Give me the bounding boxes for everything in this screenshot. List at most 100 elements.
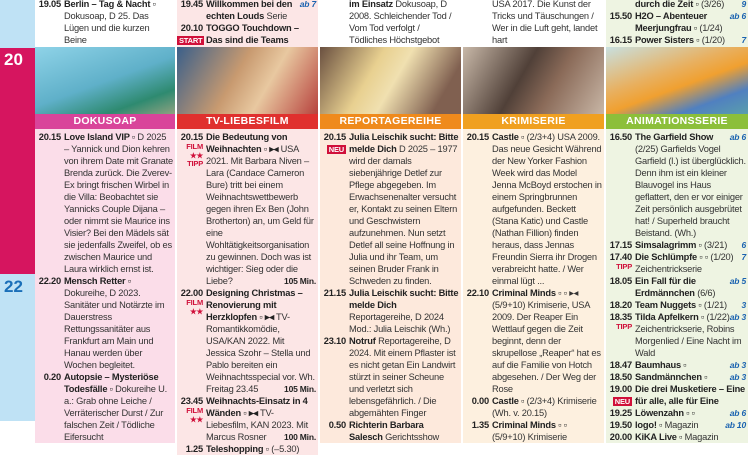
- program-time: 18.20: [606, 299, 635, 311]
- program-title[interactable]: Autopsie – Mysteriöse Todesfälle ▫: [64, 372, 159, 394]
- program-entry[interactable]: 20.15 FILM ★★ TIPP Die Bedeutung von Weihn…: [177, 131, 316, 287]
- program-title[interactable]: Ein Fall für die Erdmännchen: [635, 276, 696, 298]
- program-entry[interactable]: 0.00 Castle ▫ (2/3+4) Krimiserie (Wh. v. …: [463, 395, 602, 419]
- program-body: Autopsie – Mysteriöse Todesfälle ▫ Dokur…: [64, 371, 173, 443]
- program-entry[interactable]: 18.35 TIPP ab 3 Tilda Apfelkern ▫ (1/22) Ze…: [606, 311, 746, 359]
- program-time: 17.40 TIPP: [606, 251, 635, 275]
- program-photo: KRIMISERIE: [463, 47, 604, 129]
- hour-strip-top: [0, 0, 35, 48]
- age-rating: ab 3: [729, 372, 746, 382]
- program-body: ab 7 Willkommen bei den echten Louds Seri…: [206, 0, 316, 22]
- program-title[interactable]: Julia Leischik sucht: Bitte melde Dich: [349, 132, 459, 154]
- age-rating: ab 3: [729, 360, 746, 370]
- program-entry[interactable]: 21.15 Julia Leischik sucht: Bitte melde D…: [320, 287, 459, 335]
- program-entry[interactable]: 1.25 Teleshopping ▫ (–5.30): [177, 443, 316, 455]
- previous-listings: 19.45 ab 7 Willkommen bei den echten Louds…: [177, 0, 318, 47]
- program-entry[interactable]: 19.05 Berlin – Tag & Nacht ▫ Dokusoap, D …: [35, 0, 173, 46]
- program-entry[interactable]: 0.20 Autopsie – Mysteriöse Todesfälle ▫ D…: [35, 371, 173, 443]
- category-label: DOKUSOAP: [35, 114, 175, 129]
- program-entry[interactable]: 19.00 NEU Die drei Musketiere – Eine für a…: [606, 383, 746, 407]
- program-entry[interactable]: 23.45 FILM ★★ Weihnachts-Einsatz in 4 Wänd…: [177, 395, 316, 443]
- program-time: 23.10: [320, 335, 349, 419]
- program-title[interactable]: Berlin – Tag & Nacht ▫: [64, 0, 156, 9]
- program-entry[interactable]: 18.50 ab 3 Sandmännchen ▫: [606, 371, 746, 383]
- program-title[interactable]: Designing Christmas – Renovierung mit He…: [206, 288, 303, 322]
- program-title[interactable]: Die Bedeutung von Weihnachten ▫ ▸◂: [206, 132, 288, 154]
- program-entry[interactable]: 22.20 Mensch Retter ▫ Dokureihe, D 2023. …: [35, 275, 173, 371]
- program-description: (1/22) Zeichentrickserie, Robins Morgenl…: [635, 312, 742, 358]
- program-title[interactable]: Willkommen bei den echten Louds: [206, 0, 293, 21]
- program-description: (1/24): [699, 23, 723, 33]
- program-entry[interactable]: 22.00 FILM ★★ Designing Christmas – Renovi…: [177, 287, 316, 395]
- program-entry[interactable]: 16.15 7 Power Sisters ▫ (1/20): [606, 34, 746, 46]
- program-list: 20.15 Love Island VIP ▫ D 2025 – Yannick …: [35, 129, 175, 443]
- program-title[interactable]: Team Nuggets ▫: [635, 300, 702, 310]
- program-title[interactable]: Tilda Apfelkern ▫: [635, 312, 705, 322]
- program-entry[interactable]: 23.10 Notruf Reportagereihe, D 2024. Mit …: [320, 335, 459, 419]
- time-text: 22.00: [180, 288, 203, 298]
- program-title[interactable]: Simsalagrimm ▫: [635, 240, 702, 250]
- program-title[interactable]: H2O – Abenteuer Meerjungfrau ▫: [635, 11, 708, 33]
- program-entry[interactable]: 16.50 ab 6 The Garfield Show (2/25) Garfie…: [606, 131, 746, 239]
- program-title[interactable]: Baumhaus ▫: [635, 360, 687, 370]
- program-time: 20.15: [35, 131, 64, 275]
- program-entry[interactable]: 18.20 3 Team Nuggets ▫ (1/21): [606, 299, 746, 311]
- program-title[interactable]: Power Sisters ▫: [635, 35, 700, 45]
- program-time: 20.10 START: [177, 22, 206, 46]
- program-title[interactable]: Julia Leischik sucht: Bitte melde Dich: [349, 288, 459, 310]
- program-entry[interactable]: 20.15 Castle ▫ (2/3+4) USA 2009. Das neue…: [463, 131, 602, 287]
- program-title[interactable]: Mensch Retter ▫: [64, 276, 131, 286]
- program-list: 20.15 Castle ▫ (2/3+4) USA 2009. Das neue…: [463, 129, 604, 443]
- program-entry[interactable]: 19.25 ab 6 Löwenzahn ▫ ▫: [606, 407, 746, 419]
- category-label: REPORTAGEREIHE: [320, 114, 461, 129]
- program-title[interactable]: Castle ▫: [492, 132, 525, 142]
- program-body: Castle ▫ (2/3+4) Krimiserie (Wh. v. 20.1…: [492, 395, 602, 419]
- program-time: 1.25: [177, 443, 206, 455]
- program-title[interactable]: The Garfield Show: [635, 132, 714, 142]
- program-entry[interactable]: 20.15 Love Island VIP ▫ D 2025 – Yannick …: [35, 131, 173, 275]
- program-entry[interactable]: 20.10 START TOGGO Touchdown – Das sind die…: [177, 22, 316, 46]
- program-entry[interactable]: 17.15 6 Simsalagrimm ▫ (3/21): [606, 239, 746, 251]
- time-text: 20.00: [609, 432, 632, 442]
- program-entry[interactable]: im Einsatz Dokusoap, D 2008. Schleichend…: [320, 0, 459, 46]
- program-entry[interactable]: 19.45 ab 7 Willkommen bei den echten Louds…: [177, 0, 316, 22]
- program-photo: REPORTAGEREIHE: [320, 47, 461, 129]
- program-entry[interactable]: 9 durch die Zeit ▫ (3/26): [606, 0, 746, 10]
- program-tag-badge: START: [177, 36, 205, 45]
- program-entry[interactable]: 20.15 NEU Julia Leischik sucht: Bitte meld…: [320, 131, 459, 287]
- program-entry[interactable]: 20.00 KiKA Live ▫ Magazin: [606, 431, 746, 443]
- program-title[interactable]: Criminal Minds ▫ ▫: [492, 288, 567, 298]
- program-entry[interactable]: 0.50 Richterin Barbara Salesch Gerichtssh…: [320, 419, 459, 443]
- program-description: ▸◂ (5/9+10) Krimiserie, USA 2009. Der Re…: [492, 288, 601, 394]
- program-title[interactable]: TOGGO Touchdown – Das sind die Teams: [206, 23, 299, 45]
- program-entry[interactable]: 15.50 ab 6 H2O – Abenteuer Meerjungfrau ▫ …: [606, 10, 746, 34]
- program-title[interactable]: Die Schlümpfe ▫ ▫: [635, 252, 708, 262]
- program-title[interactable]: logo! ▫: [635, 420, 663, 430]
- program-entry[interactable]: 22.10 Criminal Minds ▫ ▫ ▸◂ (5/9+10) Krim…: [463, 287, 602, 395]
- program-body: Die drei Musketiere – Eine für alle, all…: [635, 383, 746, 407]
- program-photo: DOKUSOAP: [35, 47, 175, 129]
- program-entry[interactable]: 1.35 Criminal Minds ▫ ▫ (5/9+10) Krimiser…: [463, 419, 602, 443]
- time-text: 0.50: [328, 420, 347, 430]
- program-title[interactable]: Love Island VIP ▫: [64, 132, 136, 142]
- program-title[interactable]: im Einsatz: [349, 0, 393, 9]
- program-list: 20.15 FILM ★★ TIPP Die Bedeutung von Weihn…: [177, 129, 318, 455]
- program-title[interactable]: KiKA Live ▫: [635, 432, 683, 442]
- program-time: 0.50: [320, 419, 349, 443]
- program-body: Mensch Retter ▫ Dokureihe, D 2023. Sanit…: [64, 275, 173, 371]
- program-title[interactable]: durch die Zeit ▫: [635, 0, 699, 9]
- program-title[interactable]: Die drei Musketiere – Eine für alle, all…: [635, 384, 746, 406]
- program-title[interactable]: Notruf: [349, 336, 376, 346]
- program-title[interactable]: Weihnachts-Einsatz in 4 Wänden ▫ ▸◂: [206, 396, 308, 418]
- program-description: Dokusoap, D 25. Das Lügen und die kurzen…: [64, 11, 150, 45]
- program-title[interactable]: Löwenzahn ▫ ▫: [635, 408, 695, 418]
- program-title[interactable]: Castle ▫: [492, 396, 525, 406]
- program-title[interactable]: Sandmännchen ▫: [635, 372, 708, 382]
- program-title[interactable]: Teleshopping ▫: [206, 444, 269, 454]
- program-entry[interactable]: 17.40 TIPP 7 Die Schlümpfe ▫ ▫ (1/20) Zeich…: [606, 251, 746, 275]
- program-entry[interactable]: 18.05 ab 5 Ein Fall für die Erdmännchen (6…: [606, 275, 746, 299]
- program-entry[interactable]: USA 2017. Die Kunst der Tricks und Täusc…: [463, 0, 602, 46]
- time-text: 20.10: [180, 23, 203, 33]
- program-title[interactable]: Criminal Minds ▫ ▫: [492, 420, 567, 430]
- program-entry[interactable]: 18.47 ab 3 Baumhaus ▫: [606, 359, 746, 371]
